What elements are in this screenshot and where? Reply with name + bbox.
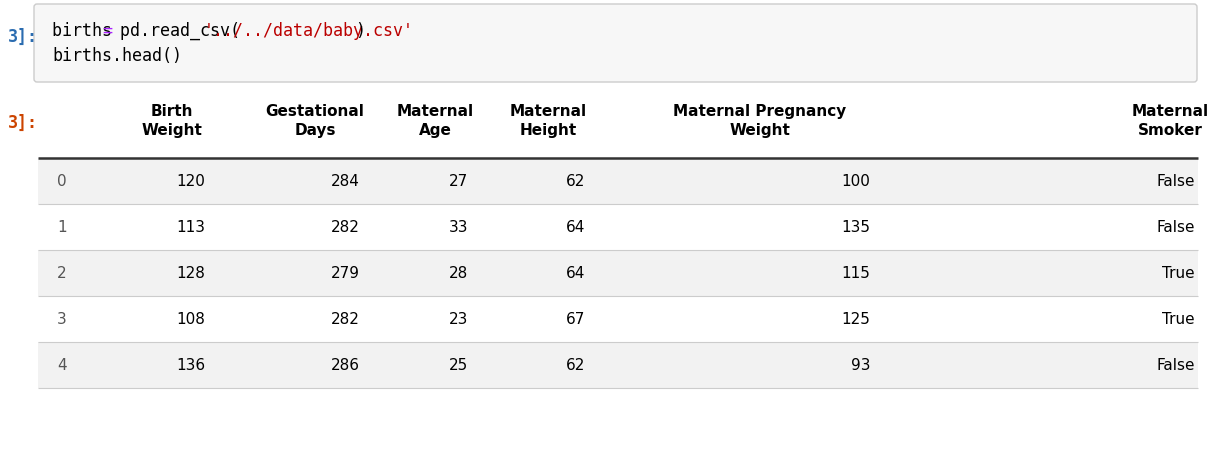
Text: 136: 136 xyxy=(176,358,205,372)
Text: 3: 3 xyxy=(57,311,66,327)
Text: 282: 282 xyxy=(331,311,360,327)
Text: Birth
Weight: Birth Weight xyxy=(141,104,203,138)
Text: False: False xyxy=(1156,358,1195,372)
Text: True: True xyxy=(1162,311,1195,327)
Text: False: False xyxy=(1156,219,1195,235)
Text: 128: 128 xyxy=(176,266,205,280)
Text: births.head(): births.head() xyxy=(52,47,182,65)
Text: 67: 67 xyxy=(565,311,585,327)
Text: 286: 286 xyxy=(331,358,360,372)
Text: Maternal
Height: Maternal Height xyxy=(510,104,587,138)
Text: 0: 0 xyxy=(57,174,66,188)
Text: Maternal Pregnancy
Weight: Maternal Pregnancy Weight xyxy=(673,104,847,138)
Text: 113: 113 xyxy=(176,219,205,235)
Text: 28: 28 xyxy=(448,266,467,280)
Text: 135: 135 xyxy=(841,219,870,235)
Text: True: True xyxy=(1162,266,1195,280)
Text: 108: 108 xyxy=(176,311,205,327)
Text: 62: 62 xyxy=(565,174,585,188)
Text: 115: 115 xyxy=(841,266,870,280)
Bar xyxy=(37,250,1198,296)
Text: 2: 2 xyxy=(57,266,66,280)
Text: 93: 93 xyxy=(850,358,870,372)
Text: 27: 27 xyxy=(448,174,467,188)
Text: 64: 64 xyxy=(565,219,585,235)
Text: 25: 25 xyxy=(448,358,467,372)
Text: births: births xyxy=(52,22,122,40)
FancyBboxPatch shape xyxy=(34,4,1197,82)
Text: False: False xyxy=(1156,174,1195,188)
Text: 62: 62 xyxy=(565,358,585,372)
Text: 1: 1 xyxy=(57,219,66,235)
Text: '../../data/baby.csv': '../../data/baby.csv' xyxy=(204,22,413,40)
Text: ): ) xyxy=(355,22,365,40)
Bar xyxy=(37,342,1198,388)
Text: 64: 64 xyxy=(565,266,585,280)
Text: pd.read_csv(: pd.read_csv( xyxy=(110,22,239,40)
Text: =: = xyxy=(103,22,112,40)
Text: 4: 4 xyxy=(57,358,66,372)
Text: 279: 279 xyxy=(331,266,360,280)
Bar xyxy=(37,158,1198,204)
Bar xyxy=(37,296,1198,342)
Text: Maternal
Age: Maternal Age xyxy=(396,104,474,138)
Text: 23: 23 xyxy=(448,311,467,327)
Bar xyxy=(37,204,1198,250)
Text: 120: 120 xyxy=(176,174,205,188)
Text: 3]:: 3]: xyxy=(8,28,37,46)
Text: Gestational
Days: Gestational Days xyxy=(266,104,365,138)
Text: 3]:: 3]: xyxy=(8,114,37,132)
Text: 33: 33 xyxy=(448,219,467,235)
Text: 282: 282 xyxy=(331,219,360,235)
Text: 284: 284 xyxy=(331,174,360,188)
Text: Maternal
Smoker: Maternal Smoker xyxy=(1132,104,1208,138)
Text: 125: 125 xyxy=(841,311,870,327)
Text: 100: 100 xyxy=(841,174,870,188)
